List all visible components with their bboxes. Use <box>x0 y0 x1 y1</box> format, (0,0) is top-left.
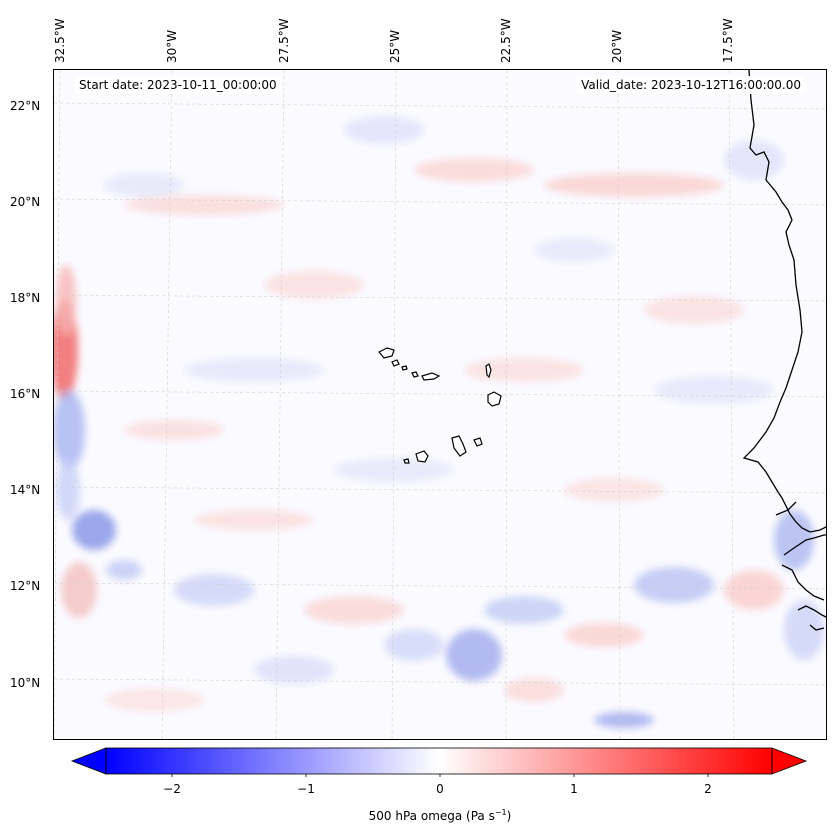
colorbar <box>70 747 808 777</box>
colorbar-label-text: 500 hPa omega (Pa s <box>368 809 495 823</box>
lon-label: 20°W <box>610 29 624 63</box>
cape-verde-islands <box>378 347 502 464</box>
valid-date-label: Valid_date: 2023-10-12T16:00:00.00 <box>577 76 805 94</box>
colorbar-tick-label: 1 <box>570 782 578 796</box>
colorbar-tick-label: −2 <box>163 782 181 796</box>
colorbar-min-extend <box>70 747 107 775</box>
omega-field-map <box>54 70 826 739</box>
graticule <box>54 70 826 739</box>
colorbar-label: 500 hPa omega (Pa s−1) <box>369 808 512 823</box>
lon-label: 22.5°W <box>499 18 513 63</box>
colorbar-label-close: ) <box>506 809 512 823</box>
colorbar-label-exponent: −1 <box>494 808 507 817</box>
lat-label: 20°N <box>10 195 41 209</box>
lat-label: 12°N <box>10 579 41 593</box>
coastline-africa <box>742 70 826 631</box>
omega-shading <box>54 116 824 728</box>
colorbar-max-extend <box>771 747 808 775</box>
map-panel <box>53 69 827 740</box>
colorbar-tick-label: 0 <box>436 782 444 796</box>
lon-label: 27.5°W <box>277 18 291 63</box>
lon-label: 30°W <box>165 29 179 63</box>
lat-label: 10°N <box>10 676 41 690</box>
lon-label: 17.5°W <box>721 18 735 63</box>
start-date-label: Start date: 2023-10-11_00:00:00 <box>75 76 281 94</box>
colorbar-ticks <box>171 774 709 777</box>
lon-label: 25°W <box>388 29 402 63</box>
lat-label: 18°N <box>10 291 41 305</box>
colorbar-tick-label: 2 <box>704 782 712 796</box>
colorbar-tick-label: −1 <box>297 782 315 796</box>
lon-label: 32.5°W <box>53 18 67 63</box>
lat-label: 16°N <box>10 387 41 401</box>
lat-label: 14°N <box>10 483 41 497</box>
lat-label: 22°N <box>10 99 41 113</box>
colorbar-gradient <box>105 747 773 775</box>
